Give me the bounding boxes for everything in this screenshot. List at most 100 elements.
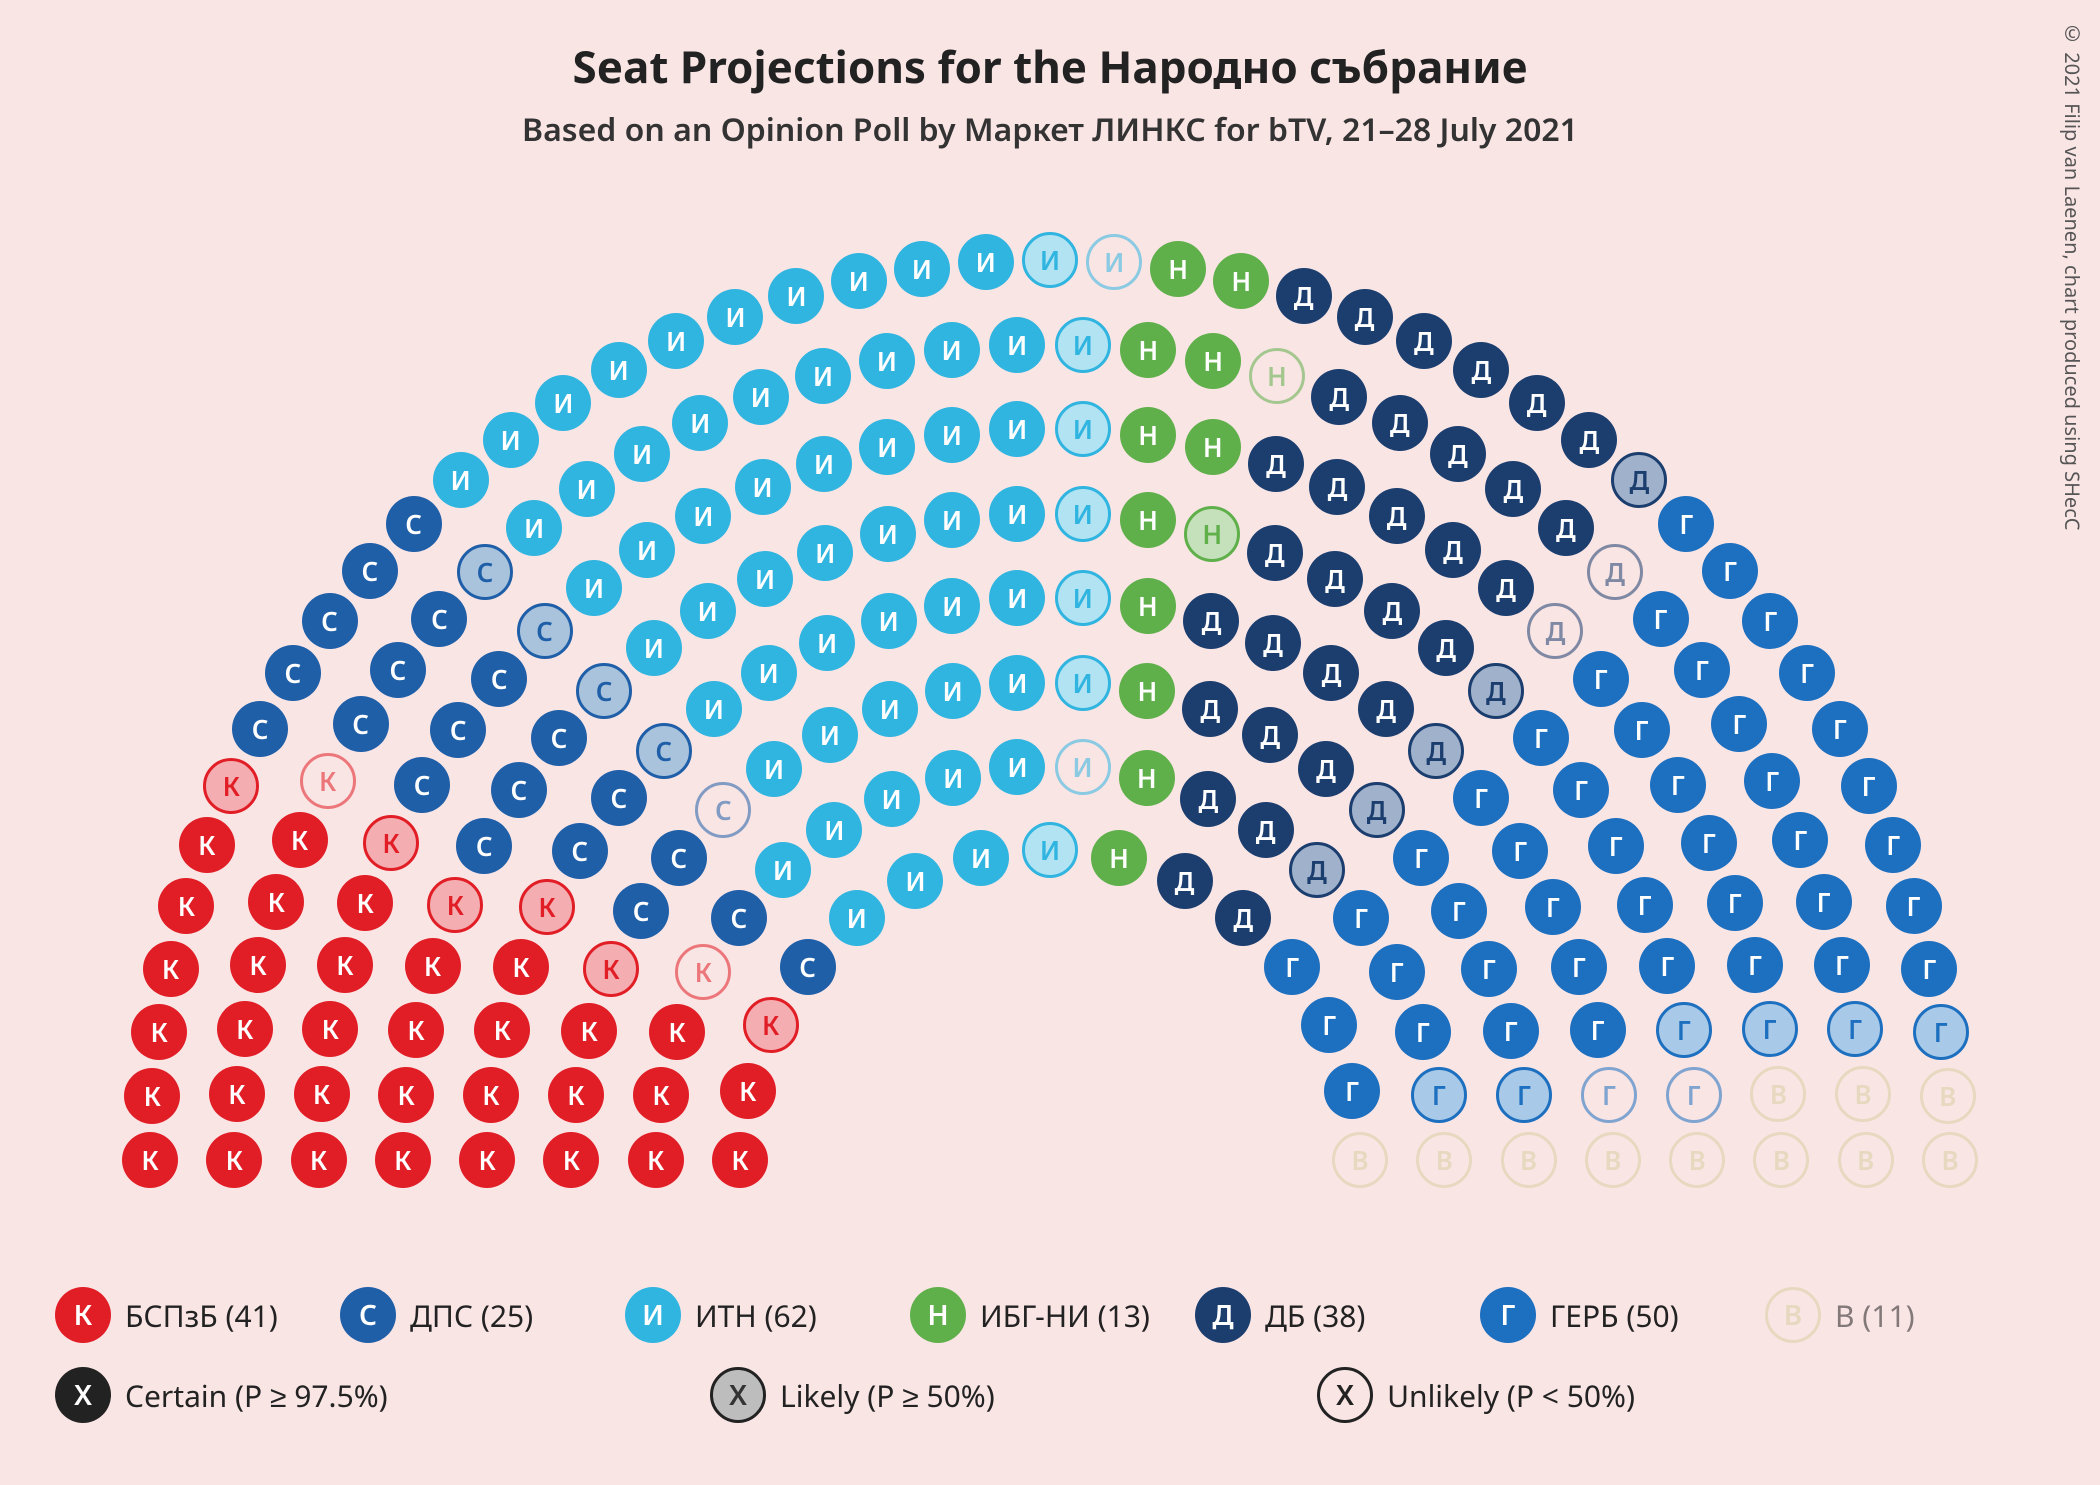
- legend-swatch: В: [1765, 1287, 1821, 1343]
- seat: И: [675, 488, 731, 544]
- legend-label: В (11): [1835, 1295, 1915, 1336]
- seat: К: [363, 815, 419, 871]
- seat: Г: [1727, 937, 1783, 993]
- seat: Г: [1702, 543, 1758, 599]
- seat: К: [649, 1004, 705, 1060]
- seat: С: [386, 496, 442, 552]
- seat: Д: [1408, 723, 1464, 779]
- seat: И: [1055, 570, 1111, 626]
- seat: И: [707, 289, 763, 345]
- seat: Г: [1674, 642, 1730, 698]
- seat: И: [566, 560, 622, 616]
- seat: Д: [1364, 583, 1420, 639]
- seat: И: [989, 401, 1045, 457]
- seat: К: [337, 875, 393, 931]
- legend-item-В: В В (11): [1765, 1287, 2050, 1343]
- seat: И: [989, 317, 1045, 373]
- seat: С: [517, 603, 573, 659]
- seat: И: [755, 842, 811, 898]
- seat: С: [457, 544, 513, 600]
- seat: И: [1055, 317, 1111, 373]
- seat: Д: [1248, 436, 1304, 492]
- seat: И: [1055, 401, 1111, 457]
- legend-prob-swatch: X: [710, 1367, 766, 1423]
- seat: Г: [1393, 830, 1449, 886]
- seat: И: [506, 500, 562, 556]
- seat: И: [797, 525, 853, 581]
- seat: И: [648, 313, 704, 369]
- seat: К: [158, 878, 214, 934]
- seat: Г: [1901, 941, 1957, 997]
- seat: К: [493, 939, 549, 995]
- seat: Г: [1796, 874, 1852, 930]
- legend-prob-label: Certain (P ≥ 97.5%): [125, 1375, 388, 1416]
- seat: И: [953, 830, 1009, 886]
- legend-item-ГЕРБ: ГГЕРБ (50): [1480, 1287, 1765, 1343]
- seat: С: [695, 782, 751, 838]
- seat: Д: [1587, 544, 1643, 600]
- legend-label: ДПС (25): [410, 1295, 533, 1336]
- seat: С: [531, 710, 587, 766]
- seat: С: [591, 770, 647, 826]
- seat: К: [209, 1066, 265, 1122]
- seat: С: [613, 883, 669, 939]
- legend-swatch: Д: [1195, 1287, 1251, 1343]
- seat: Н: [1091, 830, 1147, 886]
- seat: Г: [1772, 812, 1828, 868]
- seat: И: [924, 492, 980, 548]
- seat: Н: [1119, 663, 1175, 719]
- hemicycle-chart: КККККККККККККККККККККККККККККККККККККККК…: [50, 190, 2050, 1240]
- seat: Н: [1185, 419, 1241, 475]
- seat: С: [491, 762, 547, 818]
- seat: К: [124, 1068, 180, 1124]
- seat: С: [411, 591, 467, 647]
- seat: И: [768, 268, 824, 324]
- seat: К: [248, 874, 304, 930]
- seat: Г: [1742, 1001, 1798, 1057]
- legend-label: ДБ (38): [1265, 1295, 1365, 1336]
- seat: С: [232, 701, 288, 757]
- seat: И: [796, 436, 852, 492]
- seat: Г: [1496, 1067, 1552, 1123]
- seat: С: [552, 823, 608, 879]
- legend-swatch: Г: [1480, 1287, 1536, 1343]
- seat: И: [859, 419, 915, 475]
- seat: К: [583, 941, 639, 997]
- seat: И: [894, 241, 950, 297]
- seat: И: [559, 461, 615, 517]
- seat: Д: [1183, 593, 1239, 649]
- seat: К: [427, 877, 483, 933]
- seat: Д: [1538, 500, 1594, 556]
- seat: Д: [1527, 603, 1583, 659]
- seat: К: [302, 1001, 358, 1057]
- seat: С: [651, 830, 707, 886]
- seat: Д: [1468, 663, 1524, 719]
- seat: И: [1055, 739, 1111, 795]
- seat: В: [1501, 1132, 1557, 1188]
- seat: В: [1835, 1066, 1891, 1122]
- seat: К: [519, 879, 575, 935]
- legend-item-ИТН: ИИТН (62): [625, 1287, 910, 1343]
- seat: В: [1922, 1132, 1978, 1188]
- seat: Г: [1886, 878, 1942, 934]
- seat: Г: [1614, 702, 1670, 758]
- seat: В: [1920, 1068, 1976, 1124]
- seat: К: [122, 1132, 178, 1188]
- legend-label: БСПзБ (41): [125, 1295, 278, 1336]
- seat: Г: [1492, 823, 1548, 879]
- seat: К: [375, 1132, 431, 1188]
- seat: С: [302, 593, 358, 649]
- seat: Н: [1120, 578, 1176, 634]
- seat: Д: [1215, 890, 1271, 946]
- seat: Г: [1656, 1002, 1712, 1058]
- seat: Г: [1333, 890, 1389, 946]
- seat: С: [333, 696, 389, 752]
- seat: Д: [1289, 842, 1345, 898]
- seat: К: [378, 1067, 434, 1123]
- seat: Г: [1570, 1002, 1626, 1058]
- seat: С: [370, 642, 426, 698]
- seat: Г: [1841, 758, 1897, 814]
- seat: И: [887, 853, 943, 909]
- legend-item-ИБГ-НИ: НИБГ-НИ (13): [910, 1287, 1195, 1343]
- legend-prob-label: Unlikely (P < 50%): [1387, 1375, 1635, 1416]
